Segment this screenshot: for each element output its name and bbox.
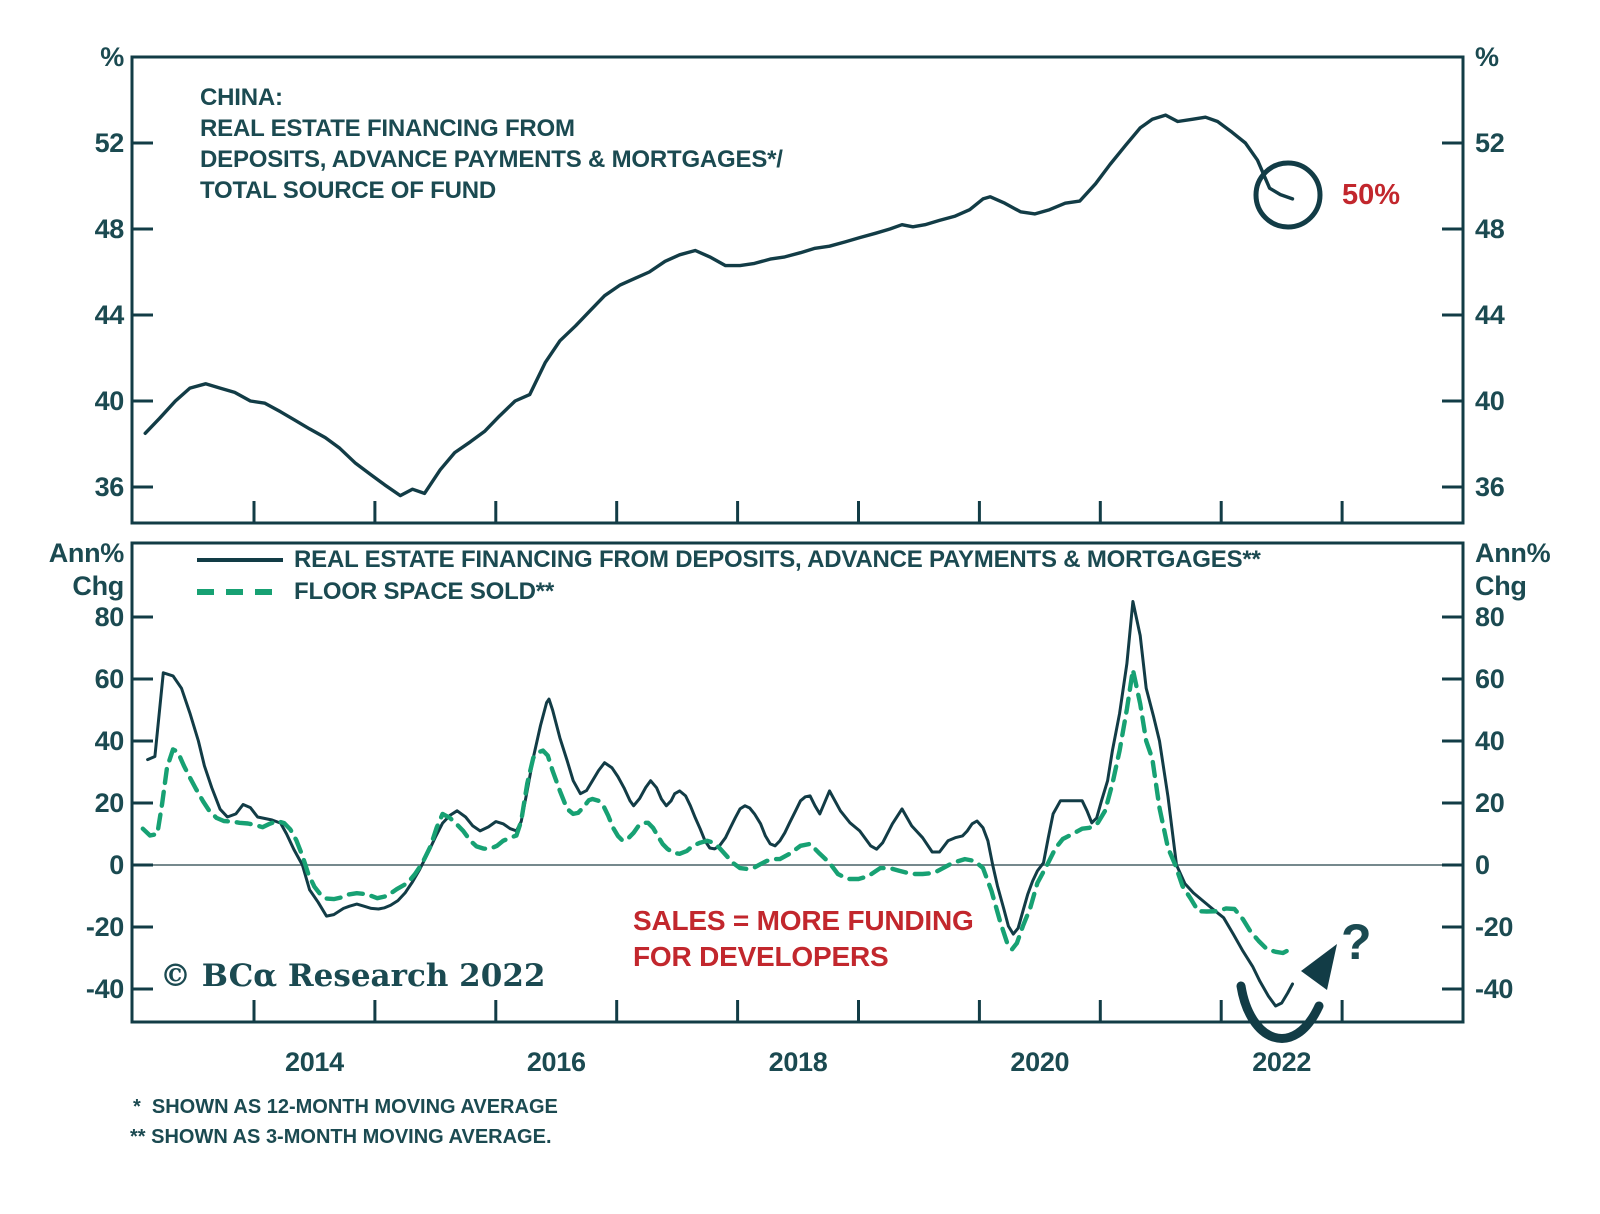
legend-label-floor-space: FLOOR SPACE SOLD** xyxy=(294,578,554,605)
legend-dashed-line-icon xyxy=(197,589,283,595)
copyright-text: © BCα Research 2022 xyxy=(160,958,546,994)
year-label-2022: 2022 xyxy=(1252,1047,1312,1077)
legend-row-financing: REAL ESTATE FINANCING FROM DEPOSITS, ADV… xyxy=(197,545,1261,575)
year-label-2014: 2014 xyxy=(285,1047,344,1077)
financing-share-series-line xyxy=(143,113,1295,498)
bottom-right-annpct-label: Ann% xyxy=(1475,538,1551,568)
top-panel-frame xyxy=(130,55,1465,525)
bottom-y-label-left-0: 0 xyxy=(109,850,124,880)
bottom-y-label-left--20: -20 xyxy=(85,912,124,942)
highlight-circle xyxy=(1253,160,1323,230)
question-mark-label: ? xyxy=(1341,914,1372,970)
year-label-2018: 2018 xyxy=(768,1047,828,1077)
year-label-2020: 2020 xyxy=(1010,1047,1070,1077)
legend-row-floor-space: FLOOR SPACE SOLD** xyxy=(197,577,554,607)
bottom-y-label-right-20: 20 xyxy=(1475,788,1505,818)
top-y-label-left-36: 36 xyxy=(94,472,125,502)
top-y-label-right-52: 52 xyxy=(1475,128,1505,158)
chart-title-line-4: TOTAL SOURCE OF FUND xyxy=(200,177,497,204)
bottom-left-chg-label: Chg xyxy=(72,571,124,601)
bottom-y-label-right-60: 60 xyxy=(1475,664,1505,694)
bottom-y-label-left-40: 40 xyxy=(94,726,125,756)
top-y-label-left-48: 48 xyxy=(94,214,125,244)
footnote-12-month: * SHOWN AS 12-MONTH MOVING AVERAGE xyxy=(133,1096,558,1118)
bottom-y-label-right-0: 0 xyxy=(1475,850,1490,880)
end-value-label: 50% xyxy=(1342,179,1401,211)
bottom-y-label-right-40: 40 xyxy=(1475,726,1505,756)
top-y-label-left-52: 52 xyxy=(94,128,125,158)
chart-title: CHINA: REAL ESTATE FINANCING FROM DEPOSI… xyxy=(200,82,783,206)
bottom-right-chg-label: Chg xyxy=(1475,571,1527,601)
trend-arrow xyxy=(1236,981,1324,1043)
bottom-y-label-left-60: 60 xyxy=(94,664,125,694)
top-right-percent-label: % xyxy=(1475,42,1499,72)
top-y-label-right-36: 36 xyxy=(1475,472,1505,502)
bottom-y-label-right--20: -20 xyxy=(1475,912,1514,942)
floor-space-sold-series-line xyxy=(140,667,1295,956)
bottom-y-label-right-80: 80 xyxy=(1475,602,1505,632)
bottom-y-label-left-20: 20 xyxy=(94,788,125,818)
bottom-y-label-right--40: -40 xyxy=(1475,974,1514,1004)
top-y-label-right-44: 44 xyxy=(1475,300,1505,330)
bottom-left-annpct-label: Ann% xyxy=(48,538,125,568)
chart-title-line-2: REAL ESTATE FINANCING FROM xyxy=(200,115,575,142)
year-label-2016: 2016 xyxy=(526,1047,586,1077)
top-y-label-right-40: 40 xyxy=(1475,386,1505,416)
bottom-y-label-left-80: 80 xyxy=(94,602,125,632)
top-y-label-left-40: 40 xyxy=(94,386,125,416)
sales-annotation-line-1: SALES = MORE FUNDING xyxy=(633,905,974,936)
legend-solid-line-icon xyxy=(197,558,283,562)
bottom-y-label-left--40: -40 xyxy=(85,974,124,1004)
trend-arrow-head-icon xyxy=(1301,944,1337,990)
sales-annotation-line-2: FOR DEVELOPERS xyxy=(633,941,889,972)
chart-title-line-1: CHINA: xyxy=(200,84,283,111)
chart-title-line-3: DEPOSITS, ADVANCE PAYMENTS & MORTGAGES*/ xyxy=(200,146,783,173)
top-left-percent-label: % xyxy=(100,42,124,72)
footnote-3-month: ** SHOWN AS 3-MONTH MOVING AVERAGE. xyxy=(130,1126,552,1148)
top-y-label-left-44: 44 xyxy=(94,300,125,330)
sales-annotation: SALES = MORE FUNDING FOR DEVELOPERS xyxy=(633,903,974,975)
bottom-panel-frame xyxy=(130,541,1465,1024)
legend-label-financing: REAL ESTATE FINANCING FROM DEPOSITS, ADV… xyxy=(294,546,1261,573)
top-y-label-right-48: 48 xyxy=(1475,214,1505,244)
